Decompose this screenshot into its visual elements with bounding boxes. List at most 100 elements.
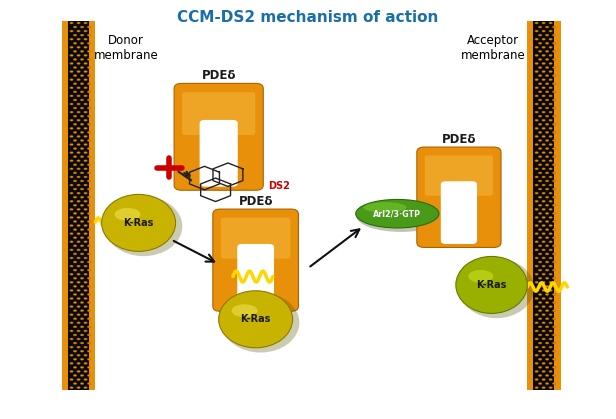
Ellipse shape	[77, 30, 80, 32]
Ellipse shape	[84, 144, 87, 145]
Ellipse shape	[70, 297, 73, 300]
Ellipse shape	[87, 34, 91, 36]
Ellipse shape	[70, 305, 73, 308]
Ellipse shape	[73, 83, 77, 85]
Ellipse shape	[77, 330, 80, 332]
Ellipse shape	[538, 342, 542, 344]
Ellipse shape	[73, 99, 77, 101]
Ellipse shape	[549, 95, 553, 97]
Ellipse shape	[542, 192, 545, 194]
Ellipse shape	[84, 200, 87, 202]
Ellipse shape	[87, 50, 91, 52]
Ellipse shape	[535, 290, 538, 291]
Text: PDEδ: PDEδ	[238, 195, 273, 208]
Ellipse shape	[77, 54, 80, 56]
FancyBboxPatch shape	[221, 217, 291, 259]
Ellipse shape	[538, 269, 542, 271]
Ellipse shape	[553, 204, 556, 206]
Ellipse shape	[545, 42, 549, 44]
Ellipse shape	[538, 318, 542, 320]
Ellipse shape	[77, 354, 80, 356]
Ellipse shape	[538, 237, 542, 239]
Ellipse shape	[535, 47, 538, 48]
Ellipse shape	[538, 334, 542, 336]
Ellipse shape	[84, 184, 87, 186]
Ellipse shape	[549, 338, 553, 340]
Ellipse shape	[77, 387, 80, 388]
Ellipse shape	[80, 172, 84, 174]
Ellipse shape	[549, 30, 553, 32]
Ellipse shape	[77, 338, 80, 340]
Ellipse shape	[535, 346, 538, 348]
Ellipse shape	[80, 302, 84, 303]
Ellipse shape	[73, 34, 77, 36]
Ellipse shape	[542, 305, 545, 308]
Ellipse shape	[87, 358, 91, 360]
Ellipse shape	[538, 83, 542, 85]
Ellipse shape	[70, 322, 73, 324]
Ellipse shape	[553, 180, 556, 182]
Ellipse shape	[545, 107, 549, 109]
Ellipse shape	[87, 318, 91, 320]
Ellipse shape	[80, 91, 84, 93]
Ellipse shape	[80, 99, 84, 101]
Ellipse shape	[84, 168, 87, 170]
Ellipse shape	[545, 342, 549, 344]
Ellipse shape	[549, 346, 553, 348]
Ellipse shape	[73, 132, 77, 133]
Ellipse shape	[77, 217, 80, 218]
Ellipse shape	[73, 318, 77, 320]
Ellipse shape	[84, 217, 87, 218]
Ellipse shape	[84, 47, 87, 48]
Ellipse shape	[87, 140, 91, 142]
Ellipse shape	[73, 212, 77, 215]
Ellipse shape	[545, 75, 549, 77]
Ellipse shape	[77, 135, 80, 137]
Ellipse shape	[535, 314, 538, 316]
Ellipse shape	[542, 30, 545, 32]
Ellipse shape	[87, 212, 91, 215]
Ellipse shape	[70, 225, 73, 227]
Ellipse shape	[73, 302, 77, 303]
Bar	[527, 21, 561, 390]
Ellipse shape	[73, 285, 77, 287]
Ellipse shape	[545, 99, 549, 101]
Ellipse shape	[87, 229, 91, 230]
Ellipse shape	[77, 290, 80, 291]
Ellipse shape	[77, 176, 80, 178]
Ellipse shape	[70, 370, 73, 372]
Ellipse shape	[535, 95, 538, 97]
Ellipse shape	[77, 370, 80, 372]
Ellipse shape	[84, 338, 87, 340]
Ellipse shape	[84, 30, 87, 32]
Ellipse shape	[545, 375, 549, 376]
Ellipse shape	[553, 212, 556, 215]
Ellipse shape	[77, 152, 80, 154]
Ellipse shape	[70, 168, 73, 170]
Ellipse shape	[80, 326, 84, 328]
Ellipse shape	[535, 87, 538, 89]
Ellipse shape	[87, 164, 91, 166]
Ellipse shape	[73, 310, 77, 312]
Ellipse shape	[549, 305, 553, 308]
Ellipse shape	[87, 285, 91, 287]
Ellipse shape	[73, 326, 77, 328]
Ellipse shape	[73, 277, 77, 279]
Ellipse shape	[535, 338, 538, 340]
Ellipse shape	[542, 111, 545, 113]
Ellipse shape	[542, 322, 545, 324]
Ellipse shape	[553, 326, 556, 328]
Ellipse shape	[535, 225, 538, 227]
Ellipse shape	[542, 241, 545, 243]
Ellipse shape	[538, 115, 542, 117]
Ellipse shape	[87, 91, 91, 93]
Ellipse shape	[84, 225, 87, 227]
Ellipse shape	[80, 261, 84, 263]
Ellipse shape	[538, 302, 542, 303]
Ellipse shape	[549, 127, 553, 129]
Ellipse shape	[545, 293, 549, 295]
Ellipse shape	[538, 140, 542, 142]
Ellipse shape	[549, 330, 553, 332]
Ellipse shape	[535, 22, 538, 24]
Ellipse shape	[535, 54, 538, 56]
